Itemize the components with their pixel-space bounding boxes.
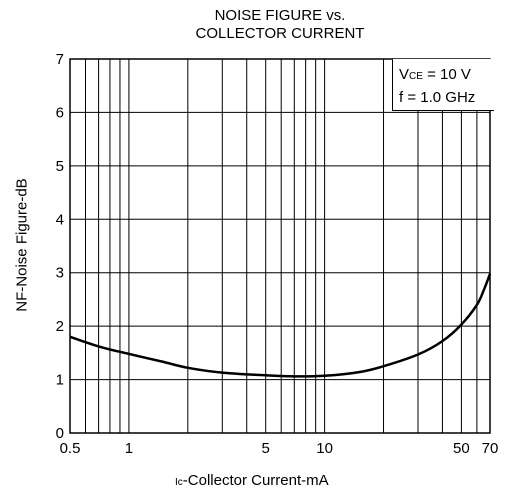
x-tick-label: 5	[262, 440, 270, 457]
legend-vce-symbol: V	[399, 66, 410, 83]
y-tick-label: 3	[56, 265, 64, 282]
chart-title-line1: NOISE FIGURE vs.	[214, 7, 346, 24]
x-axis-label: Ic-Collector Current-mA	[175, 472, 329, 489]
x-axis-label-subscript: Ic	[175, 477, 183, 488]
y-axis-label: NF-Noise Figure-dB	[13, 178, 31, 312]
noise-figure-curve	[69, 273, 492, 378]
y-tick-label: 7	[56, 51, 64, 68]
x-tick-label: 10	[316, 440, 333, 457]
y-tick-label: 0	[56, 425, 64, 442]
x-axis-label-text: -Collector Current-mA	[182, 472, 329, 489]
x-tick-label: 50	[453, 440, 470, 457]
x-tick-label: 70	[482, 440, 499, 457]
plot-frame	[69, 58, 491, 434]
y-tick-label: 6	[56, 104, 64, 121]
legend-vce-value: = 10 V	[422, 66, 471, 83]
conditions-legend: VCE = 10 V f = 1.0 GHz	[392, 59, 494, 111]
y-tick-label: 2	[56, 318, 64, 335]
x-tick-label: 1	[125, 440, 133, 457]
legend-vce: VCE = 10 V	[399, 66, 471, 83]
y-tick-label: 4	[56, 211, 64, 228]
x-tick-label: 0.5	[60, 440, 81, 457]
legend-frequency: f = 1.0 GHz	[399, 89, 476, 106]
y-tick-label: 5	[56, 158, 64, 175]
chart-title-line2: COLLECTOR CURRENT	[195, 25, 365, 42]
y-tick-label: 1	[56, 372, 64, 389]
legend-vce-subscript: CE	[409, 71, 423, 82]
